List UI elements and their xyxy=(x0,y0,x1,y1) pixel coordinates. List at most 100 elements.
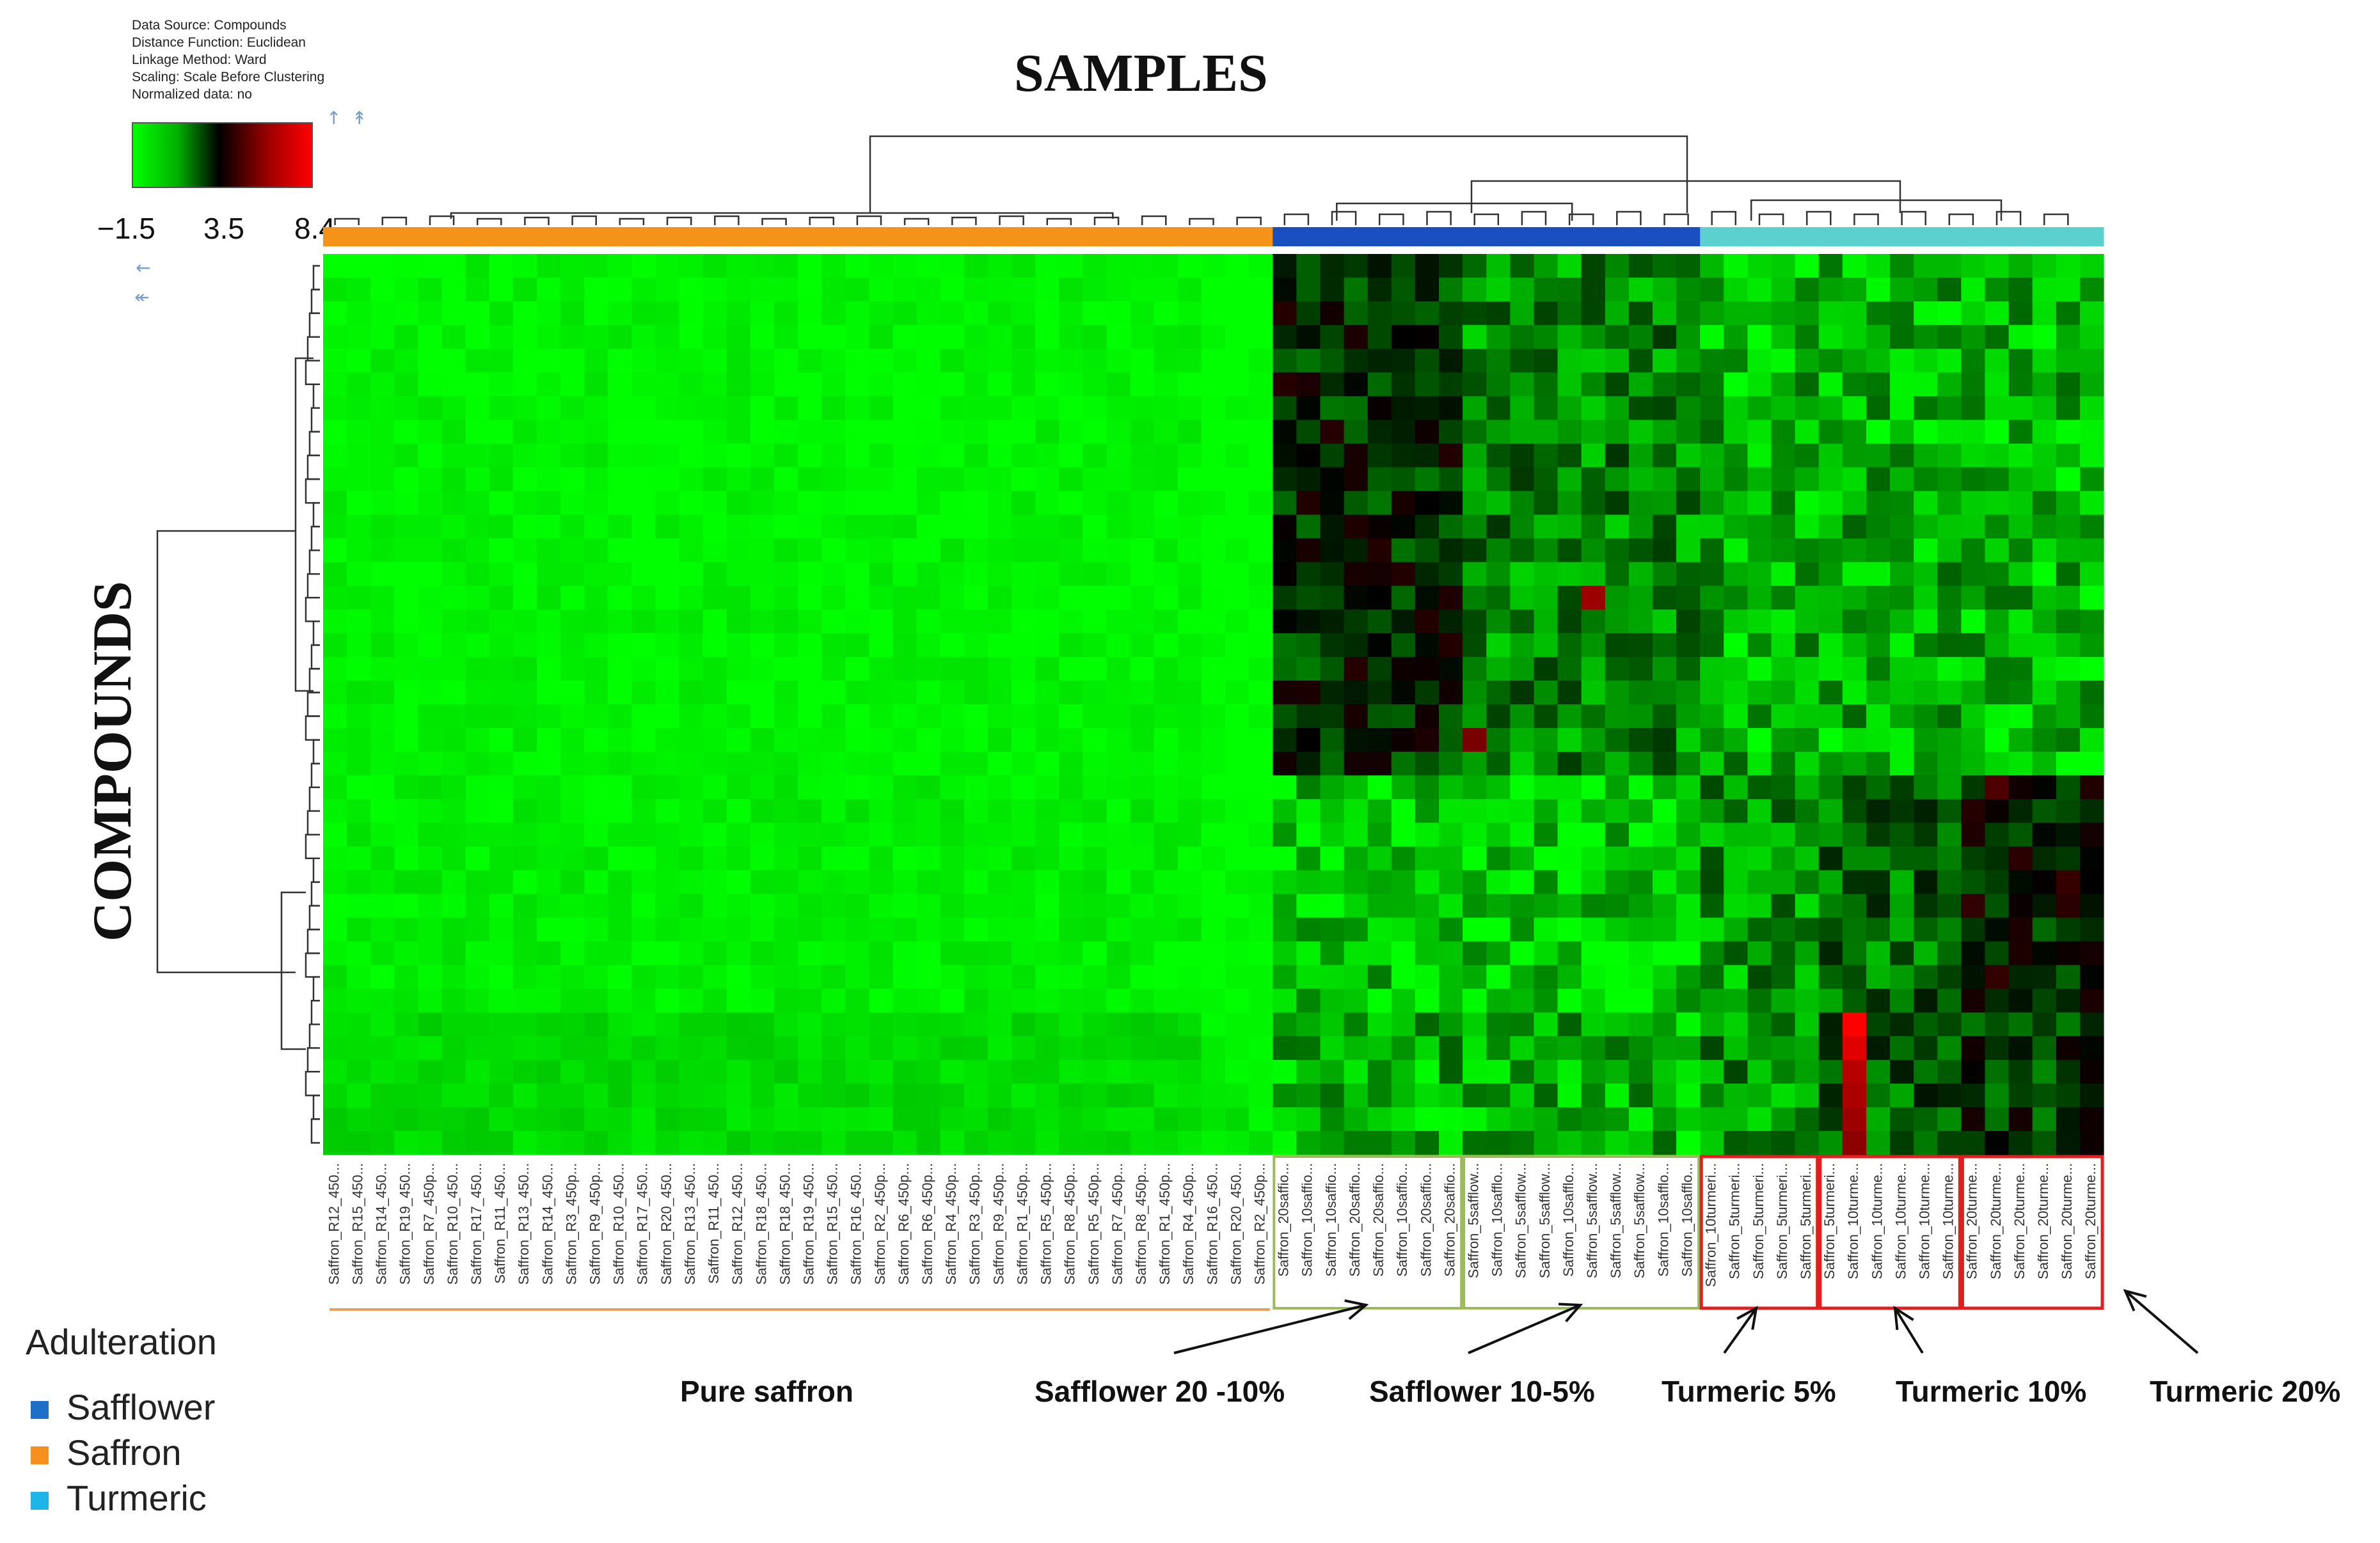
heatmap-cell xyxy=(2032,1130,2057,1155)
heatmap-cell xyxy=(1154,941,1178,966)
heatmap-cell xyxy=(584,728,608,752)
heatmap-cell xyxy=(1106,799,1131,823)
heatmap-cell xyxy=(1581,633,1606,658)
heatmap-cell xyxy=(2079,349,2104,373)
heatmap-cell xyxy=(1961,443,1986,468)
heatmap-cell xyxy=(987,1130,1012,1155)
heatmap-cell xyxy=(1724,420,1748,445)
heatmap-cell xyxy=(1249,609,1273,634)
arrow-up-double-icon[interactable]: ↟ xyxy=(352,107,367,129)
heatmap-cell xyxy=(1012,1107,1036,1132)
heatmap-cell xyxy=(1367,988,1392,1013)
heatmap-cell xyxy=(1083,396,1107,420)
heatmap-cell xyxy=(1367,752,1392,776)
heatmap-cell xyxy=(1652,894,1677,919)
heatmap-cell xyxy=(964,988,988,1013)
heatmap-cell xyxy=(1724,704,1748,729)
heatmap-cell xyxy=(631,254,656,278)
heatmap-cell xyxy=(2079,538,2104,563)
heatmap-cell xyxy=(916,965,941,990)
arrow-left-icon[interactable]: ← xyxy=(136,257,151,278)
heatmap-cell xyxy=(774,917,798,942)
arrow-left-double-icon[interactable]: ↞ xyxy=(134,287,150,308)
heatmap-cell xyxy=(1914,988,1938,1013)
heatmap-cell xyxy=(1154,775,1178,800)
heatmap-cell xyxy=(1367,728,1392,752)
heatmap-cell xyxy=(1463,443,1487,468)
heatmap-cell xyxy=(1961,1036,1986,1061)
heatmap-cell xyxy=(512,728,537,752)
heatmap-cell xyxy=(892,372,917,397)
heatmap-cell xyxy=(465,1130,490,1155)
heatmap-cell xyxy=(1225,917,1250,942)
heatmap-cell xyxy=(536,301,561,326)
heatmap-cell xyxy=(512,1083,537,1108)
heatmap-cell xyxy=(608,1130,632,1155)
heatmap-cell xyxy=(1842,443,1867,468)
heatmap-cell xyxy=(1344,538,1368,563)
heatmap-cell xyxy=(1059,585,1084,610)
heatmap-cell xyxy=(418,349,443,373)
heatmap-cell xyxy=(370,1059,395,1084)
heatmap-cell xyxy=(1273,254,1297,278)
heatmap-cell xyxy=(584,965,608,990)
heatmap-cell xyxy=(1510,633,1535,658)
heatmap-cell xyxy=(370,491,395,516)
heatmap-cell xyxy=(964,1107,988,1132)
heatmap-cell xyxy=(1177,1036,1202,1061)
heatmap-cell xyxy=(1177,1059,1202,1084)
heatmap-cell xyxy=(1581,680,1606,705)
heatmap-cell xyxy=(2056,1130,2081,1155)
heatmap-cell xyxy=(608,1059,632,1084)
heatmap-cell xyxy=(1177,562,1202,587)
heatmap-cell xyxy=(1106,420,1131,445)
heatmap-cell xyxy=(584,372,608,397)
heatmap-cell xyxy=(916,680,941,705)
heatmap-cell xyxy=(1106,609,1131,634)
heatmap-cell xyxy=(1676,1059,1701,1084)
heatmap-cell xyxy=(1605,254,1630,278)
heatmap-cell xyxy=(1700,823,1724,847)
color-scale-bar[interactable] xyxy=(132,122,313,188)
heatmap-cell xyxy=(1249,467,1273,492)
heatmap-cell xyxy=(892,1130,917,1155)
heatmap-cell xyxy=(679,585,704,610)
heatmap-cell xyxy=(2032,278,2057,302)
heatmap-cell xyxy=(1866,965,1891,990)
heatmap-cell xyxy=(1557,420,1582,445)
heatmap-cell xyxy=(1273,514,1297,539)
heatmap-cell xyxy=(1842,1083,1867,1108)
heatmap-cell xyxy=(726,704,751,729)
heatmap-cell xyxy=(631,467,656,492)
heatmap-cell xyxy=(1676,775,1701,800)
heatmap-cell xyxy=(323,965,347,990)
col-dendro-branch xyxy=(714,215,740,225)
heatmap-cell xyxy=(1320,846,1345,871)
heatmap-cell xyxy=(1415,254,1440,278)
heatmap-cell xyxy=(2008,799,2033,823)
heatmap-cell xyxy=(1154,799,1178,823)
heatmap-cell xyxy=(465,443,490,468)
heatmap-cell xyxy=(1486,562,1511,587)
heatmap-cell xyxy=(584,656,608,681)
heatmap-cell xyxy=(655,514,680,539)
heatmap-cell xyxy=(821,965,846,990)
heatmap-cell xyxy=(1201,514,1226,539)
heatmap-cell xyxy=(1344,301,1368,326)
heatmap-cell xyxy=(1510,609,1535,634)
heatmap-cell xyxy=(1842,870,1867,895)
heatmap-cell xyxy=(1890,823,1914,847)
heatmap-cell xyxy=(1890,680,1914,705)
heatmap-cell xyxy=(2008,988,2033,1013)
heatmap-cell xyxy=(1391,325,1416,349)
heatmap-cell xyxy=(1201,752,1226,776)
heatmap-cell xyxy=(1415,1036,1440,1061)
heatmap-cell xyxy=(489,1036,514,1061)
heatmap-cell xyxy=(1273,609,1297,634)
heatmap-cell xyxy=(418,420,443,445)
heatmap-cell xyxy=(1201,1059,1226,1084)
heatmap-cell xyxy=(1937,775,1962,800)
arrow-up-icon[interactable]: ↑ xyxy=(326,107,342,129)
heatmap-cell xyxy=(512,254,537,278)
col-dendro-branch xyxy=(999,215,1024,225)
